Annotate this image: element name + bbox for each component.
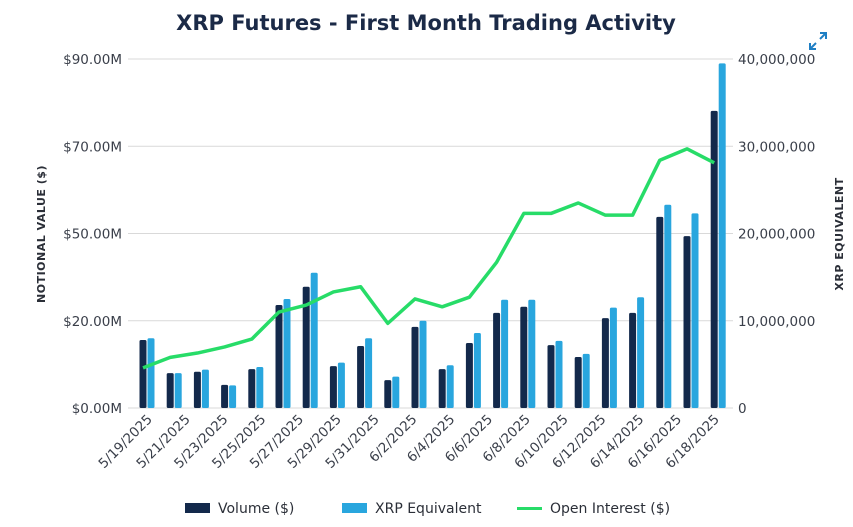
bar-volume: [629, 312, 637, 408]
bar-xrp-equivalent: [528, 299, 536, 408]
bar-volume: [221, 384, 229, 408]
bar-xrp-equivalent: [147, 338, 155, 408]
bar-xrp-equivalent: [392, 376, 400, 408]
bar-volume: [302, 286, 310, 408]
left-axis-label: NOTIONAL VALUE ($): [35, 165, 48, 303]
bar-volume: [384, 380, 392, 408]
bar-volume: [357, 346, 365, 408]
x-axis-ticks: 5/19/20255/21/20255/23/20255/25/20255/27…: [96, 412, 723, 472]
bar-xrp-equivalent: [229, 385, 237, 408]
bar-xrp-equivalent: [283, 298, 291, 408]
bar-volume: [465, 342, 473, 408]
bar-volume: [520, 306, 528, 408]
bar-xrp-equivalent: [637, 297, 645, 408]
right-axis-ticks: 0 10,000,000 20,000,000 30,000,000 40,000,00…: [738, 52, 815, 417]
bar-xrp-equivalent: [446, 365, 454, 408]
bar-volume: [248, 369, 256, 408]
bar-volume: [411, 326, 419, 408]
bar-xrp-equivalent: [718, 63, 726, 409]
expand-arrows-icon[interactable]: [809, 32, 827, 50]
left-tick-label: $20.00M: [63, 314, 122, 330]
bar-xrp-equivalent: [201, 369, 209, 408]
bar-xrp-equivalent: [256, 366, 264, 408]
bar-volume: [275, 305, 283, 408]
bar-xrp-equivalent: [609, 307, 617, 408]
bar-xrp-equivalent: [582, 353, 590, 408]
open-interest-polyline: [142, 147, 715, 370]
bar-volume: [710, 110, 718, 408]
legend-swatch-open-interest: [517, 507, 542, 510]
bar-xrp-equivalent: [664, 204, 672, 408]
left-tick-label: $90.00M: [63, 52, 122, 68]
right-tick-label: 0: [738, 401, 747, 417]
bar-volume: [656, 216, 664, 408]
left-tick-label: $50.00M: [63, 227, 122, 243]
bar-xrp-equivalent: [691, 213, 699, 408]
bar-xrp-equivalent: [365, 338, 373, 408]
bars: [139, 63, 726, 409]
bar-xrp-equivalent: [555, 340, 563, 408]
right-tick-label: 40,000,000: [738, 52, 815, 68]
right-tick-label: 10,000,000: [738, 314, 815, 330]
bar-xrp-equivalent: [501, 299, 509, 408]
right-tick-label: 30,000,000: [738, 139, 815, 155]
chart-title: XRP Futures - First Month Trading Activi…: [176, 11, 676, 35]
bar-volume: [601, 318, 609, 408]
bar-xrp-equivalent: [174, 373, 182, 408]
bar-volume: [193, 371, 201, 408]
legend-swatch-volume: [185, 503, 210, 513]
bar-volume: [683, 236, 691, 408]
open-interest-line: [142, 147, 715, 370]
bar-volume: [493, 312, 501, 408]
legend: Volume ($) XRP Equivalent Open Interest …: [185, 501, 670, 517]
bar-volume: [438, 369, 446, 408]
bar-volume: [139, 339, 147, 408]
legend-swatch-xrp: [342, 503, 367, 513]
bar-volume: [329, 366, 337, 408]
legend-label-open-interest: Open Interest ($): [550, 501, 670, 517]
left-tick-label: $70.00M: [63, 139, 122, 155]
left-axis-ticks: $0.00M $20.00M $50.00M $70.00M $90.00M: [63, 52, 122, 417]
bar-volume: [574, 356, 582, 408]
bar-volume: [166, 373, 174, 408]
legend-label-xrp: XRP Equivalent: [375, 501, 482, 517]
right-axis-label: XRP EQUIVALENT: [833, 177, 846, 290]
left-tick-label: $0.00M: [72, 401, 122, 417]
bar-volume: [547, 345, 555, 408]
legend-label-volume: Volume ($): [218, 501, 294, 517]
bar-xrp-equivalent: [419, 320, 427, 408]
bar-xrp-equivalent: [310, 272, 318, 408]
bar-xrp-equivalent: [337, 362, 345, 408]
right-tick-label: 20,000,000: [738, 227, 815, 243]
bar-xrp-equivalent: [473, 332, 481, 408]
